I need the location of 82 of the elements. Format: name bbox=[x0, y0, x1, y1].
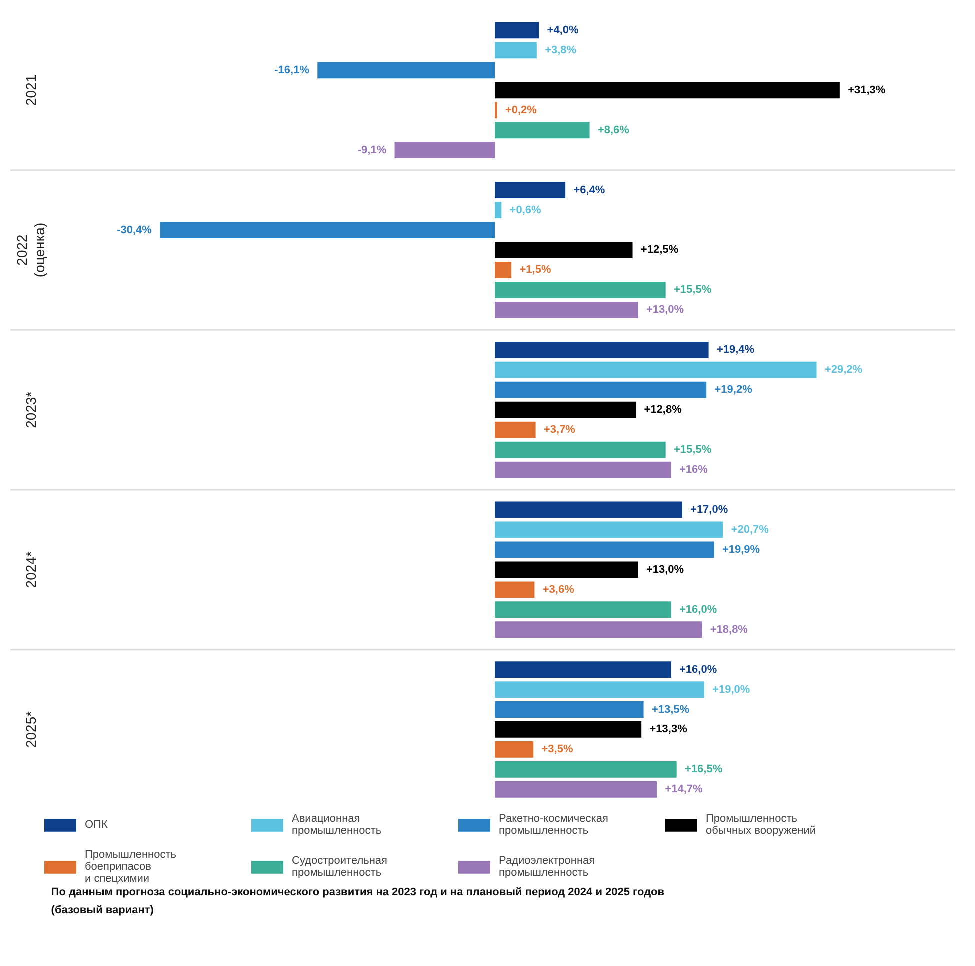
bar bbox=[495, 382, 707, 398]
data-label: +20,7% bbox=[731, 524, 770, 536]
bar bbox=[495, 262, 512, 278]
data-label: +13,0% bbox=[646, 304, 684, 316]
bar bbox=[495, 22, 540, 39]
bar bbox=[495, 622, 702, 638]
y-tick-label: 2022 (оценка) bbox=[14, 222, 48, 278]
data-label: -9,1% bbox=[358, 144, 387, 156]
data-label: +12,8% bbox=[644, 404, 682, 416]
data-label: +19,0% bbox=[712, 684, 750, 696]
bar bbox=[495, 742, 534, 758]
bar bbox=[495, 562, 638, 578]
data-label: +13,5% bbox=[652, 704, 690, 716]
y-tick-label: 2025* bbox=[22, 710, 39, 748]
data-label: +12,5% bbox=[640, 244, 679, 256]
data-label: +4,0% bbox=[547, 24, 579, 36]
bar bbox=[495, 42, 537, 59]
data-label: +19,9% bbox=[722, 544, 760, 556]
bar bbox=[495, 442, 666, 458]
bar bbox=[495, 462, 672, 478]
bar bbox=[495, 422, 536, 438]
data-label: -30,4% bbox=[117, 224, 152, 236]
data-label: +16,5% bbox=[685, 764, 723, 776]
y-tick-label: 2023* bbox=[22, 391, 39, 428]
data-label: +29,2% bbox=[824, 364, 863, 376]
data-label: +31,3% bbox=[848, 84, 886, 96]
data-label: +3,6% bbox=[542, 584, 575, 596]
bar bbox=[495, 542, 714, 558]
legend-label: Судостроительная промышленность bbox=[292, 855, 388, 879]
bar bbox=[495, 182, 566, 198]
data-label: +3,5% bbox=[542, 744, 574, 756]
bar bbox=[394, 142, 496, 159]
legend-label: Ракетно-космическая промышленность bbox=[499, 813, 610, 837]
data-label: +16% bbox=[679, 464, 708, 476]
data-label: +13,3% bbox=[650, 724, 688, 736]
bar bbox=[495, 202, 502, 218]
data-label: +19,2% bbox=[714, 384, 753, 396]
bar bbox=[495, 502, 682, 518]
bar bbox=[495, 122, 590, 139]
data-label: +15,5% bbox=[674, 444, 712, 456]
bar bbox=[495, 522, 724, 538]
bar bbox=[495, 82, 840, 99]
bar bbox=[495, 781, 658, 798]
data-label: +15,5% bbox=[674, 284, 712, 296]
bar bbox=[495, 282, 666, 298]
data-label: +19,4% bbox=[716, 344, 755, 356]
bar bbox=[495, 761, 677, 778]
data-label: -16,1% bbox=[274, 64, 310, 76]
data-label: +3,8% bbox=[545, 44, 577, 56]
data-label: +13,0% bbox=[646, 564, 684, 576]
data-label: +6,4% bbox=[574, 184, 606, 196]
data-label: +18,8% bbox=[710, 624, 748, 636]
data-label: +1,5% bbox=[520, 264, 552, 276]
legend-label: Промышленность обычных вооружений bbox=[706, 813, 818, 837]
data-label: +17,0% bbox=[690, 504, 728, 516]
data-label: +8,6% bbox=[598, 124, 630, 136]
data-label: +16,0% bbox=[679, 664, 718, 676]
bar bbox=[495, 242, 633, 258]
text: По данным прогноза социально-экономического развития на 2023 год и на плановый период 2024 и 2025 годов (базовый вариант) bbox=[51, 886, 665, 917]
bar bbox=[495, 302, 638, 318]
legend-label: ОПК bbox=[85, 819, 109, 831]
bar bbox=[495, 362, 817, 378]
bar bbox=[495, 602, 672, 618]
legend-label: Авиационная промышленность bbox=[292, 813, 383, 837]
bar bbox=[318, 62, 496, 79]
bar bbox=[495, 342, 709, 358]
data-label: +16,0% bbox=[679, 604, 718, 616]
data-label: +3,7% bbox=[544, 424, 576, 436]
bar bbox=[495, 402, 636, 418]
bar bbox=[495, 722, 642, 738]
bar bbox=[495, 582, 535, 598]
bar bbox=[495, 682, 704, 698]
data-label: +14,7% bbox=[665, 784, 704, 796]
legend-label: Промышленность боеприпасов и спецхимии bbox=[85, 849, 178, 885]
data-label: +0,6% bbox=[510, 204, 542, 216]
legend-label: Радиоэлектронная промышленность bbox=[499, 855, 596, 879]
bar bbox=[495, 702, 644, 718]
y-tick-label: 2024* bbox=[22, 551, 39, 588]
bar bbox=[160, 222, 496, 238]
bar bbox=[495, 662, 672, 678]
y-tick-label: 2021 bbox=[22, 74, 39, 106]
data-label: +0,2% bbox=[505, 104, 538, 116]
